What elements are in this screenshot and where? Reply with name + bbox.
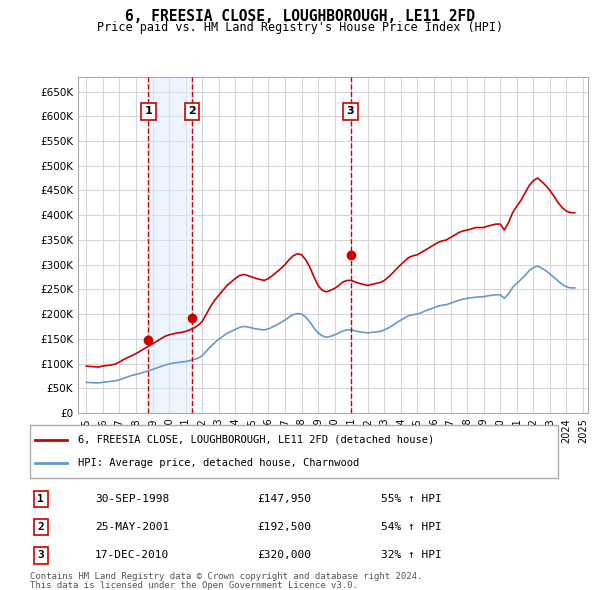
Text: 3: 3: [347, 106, 355, 116]
Text: £320,000: £320,000: [257, 550, 311, 560]
Text: 2: 2: [37, 522, 44, 532]
Text: 6, FREESIA CLOSE, LOUGHBOROUGH, LE11 2FD (detached house): 6, FREESIA CLOSE, LOUGHBOROUGH, LE11 2FD…: [77, 435, 434, 445]
Text: 2: 2: [188, 106, 196, 116]
Text: 55% ↑ HPI: 55% ↑ HPI: [381, 494, 442, 504]
Text: Price paid vs. HM Land Registry's House Price Index (HPI): Price paid vs. HM Land Registry's House …: [97, 21, 503, 34]
Text: This data is licensed under the Open Government Licence v3.0.: This data is licensed under the Open Gov…: [30, 581, 358, 590]
Text: Contains HM Land Registry data © Crown copyright and database right 2024.: Contains HM Land Registry data © Crown c…: [30, 572, 422, 581]
Text: 17-DEC-2010: 17-DEC-2010: [95, 550, 169, 560]
Text: 6, FREESIA CLOSE, LOUGHBOROUGH, LE11 2FD: 6, FREESIA CLOSE, LOUGHBOROUGH, LE11 2FD: [125, 9, 475, 24]
Text: 32% ↑ HPI: 32% ↑ HPI: [381, 550, 442, 560]
Text: HPI: Average price, detached house, Charnwood: HPI: Average price, detached house, Char…: [77, 458, 359, 468]
Text: 30-SEP-1998: 30-SEP-1998: [95, 494, 169, 504]
FancyBboxPatch shape: [30, 425, 558, 478]
Text: 1: 1: [145, 106, 152, 116]
Text: £192,500: £192,500: [257, 522, 311, 532]
Text: 1: 1: [37, 494, 44, 504]
Bar: [148, 77, 192, 413]
Text: 25-MAY-2001: 25-MAY-2001: [95, 522, 169, 532]
Text: 54% ↑ HPI: 54% ↑ HPI: [381, 522, 442, 532]
Text: £147,950: £147,950: [257, 494, 311, 504]
Text: 3: 3: [37, 550, 44, 560]
